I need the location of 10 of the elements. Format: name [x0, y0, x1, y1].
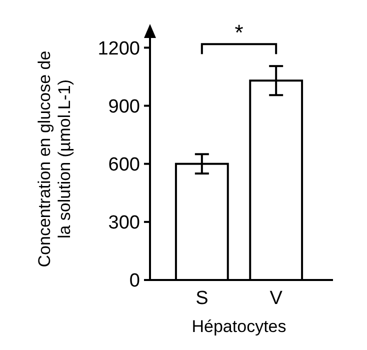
- y-tick-label: 900: [108, 96, 140, 118]
- y-axis-title: Concentration en glucose de la solution (µmol.L-1): [34, 50, 74, 268]
- y-tick-label: 0: [129, 270, 140, 292]
- y-tick-label: 1200: [98, 38, 140, 60]
- x-tick-label: S: [196, 288, 208, 309]
- y-tick-label: 300: [108, 212, 140, 234]
- y-tick-label: 600: [108, 154, 140, 176]
- annotation: *: [234, 20, 244, 46]
- x-tick-label: V: [270, 288, 283, 309]
- x-axis-title: Hépatocytes: [192, 317, 286, 336]
